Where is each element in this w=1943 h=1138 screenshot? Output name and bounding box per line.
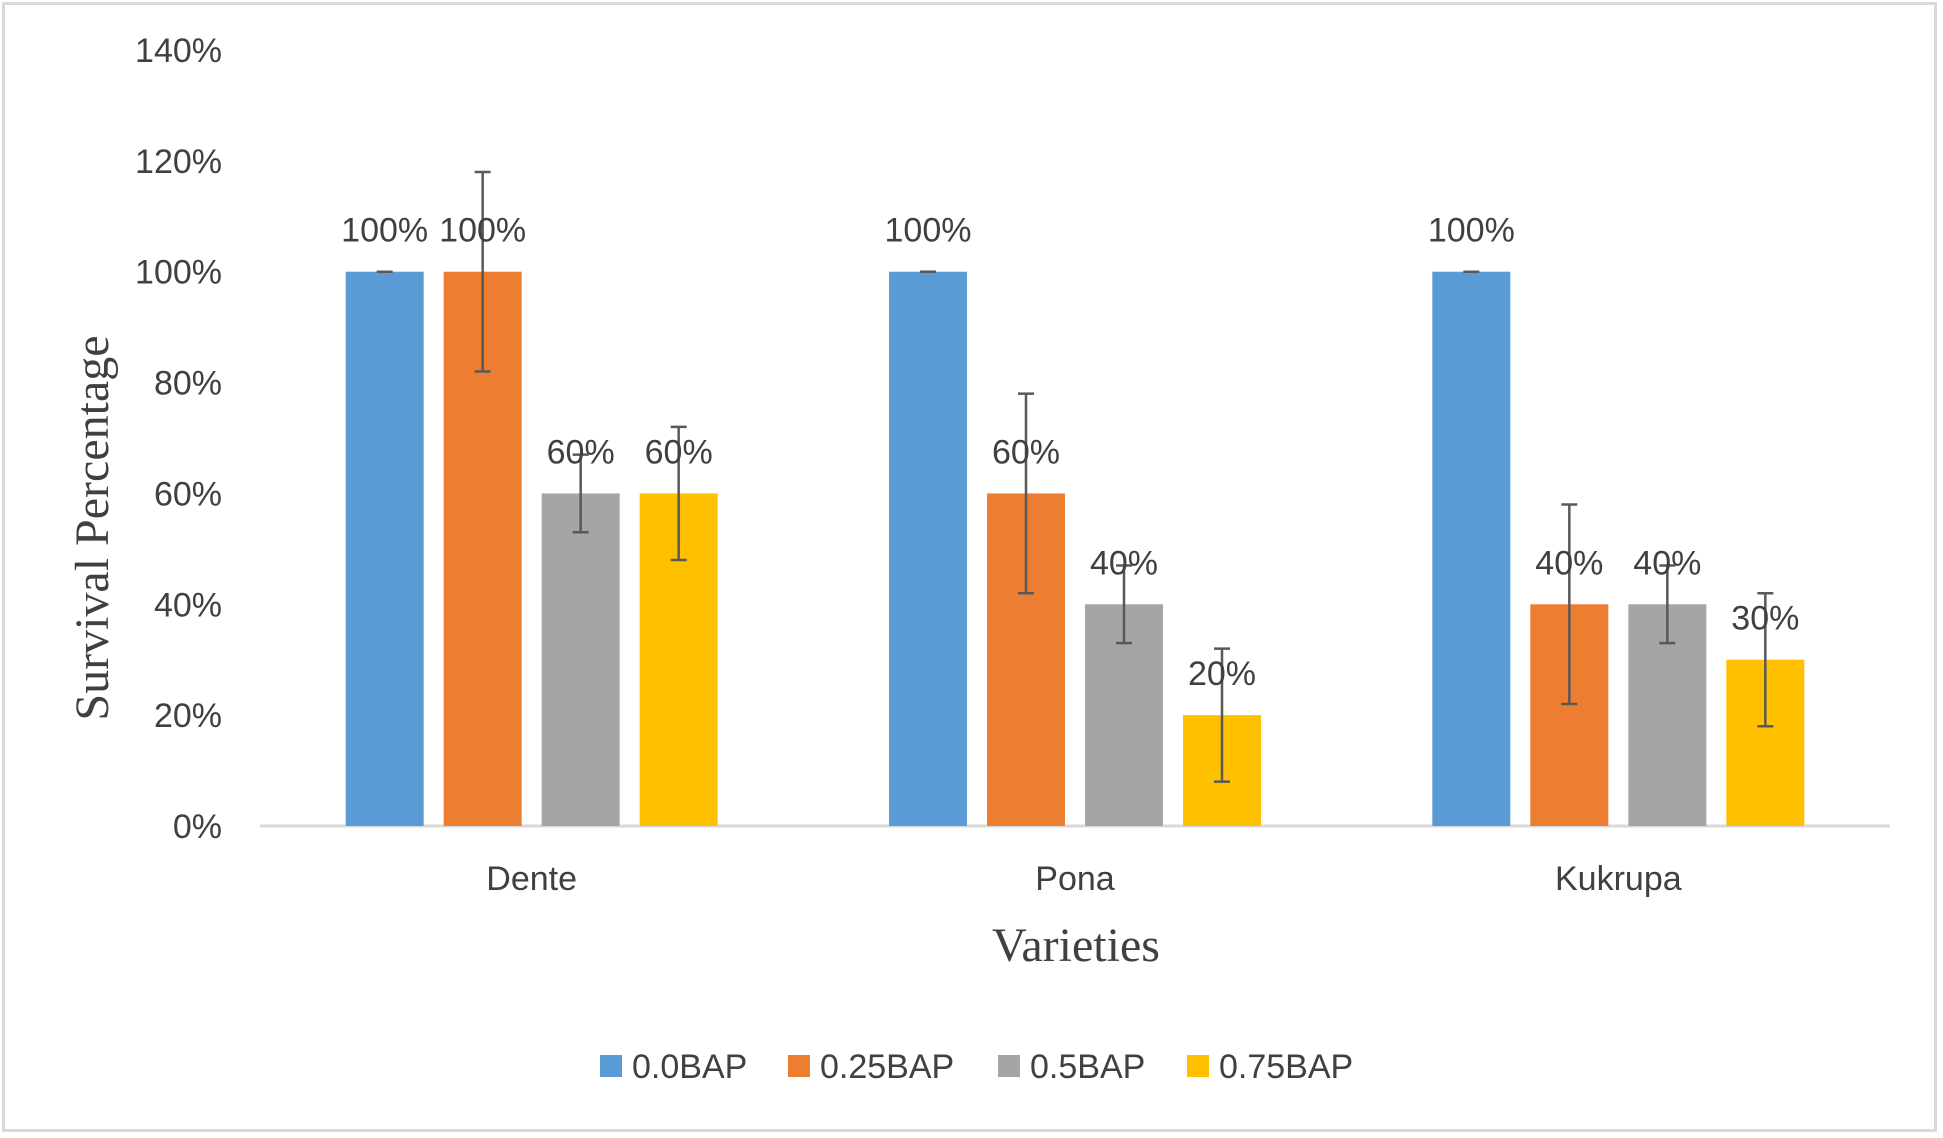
category-label: Pona bbox=[1035, 860, 1114, 898]
legend-label: 0.5BAP bbox=[1030, 1048, 1145, 1086]
data-label: 40% bbox=[1633, 544, 1701, 582]
data-label: 20% bbox=[1188, 655, 1256, 693]
data-label: 100% bbox=[341, 212, 428, 250]
bars bbox=[345, 271, 1805, 826]
y-tick-label: 140% bbox=[135, 32, 222, 70]
data-label: 100% bbox=[1428, 212, 1515, 250]
legend-label: 0.0BAP bbox=[632, 1048, 747, 1086]
legend-label: 0.25BAP bbox=[820, 1048, 954, 1086]
data-label: 30% bbox=[1731, 600, 1799, 638]
data-label: 40% bbox=[1535, 544, 1603, 582]
bar-0.0BAP-Kukrupa bbox=[1432, 271, 1511, 826]
data-label: 60% bbox=[992, 433, 1060, 471]
legend-label: 0.75BAP bbox=[1219, 1048, 1353, 1086]
data-label: 60% bbox=[547, 433, 615, 471]
bar-0.5BAP-Dente bbox=[541, 493, 620, 826]
bar-0.0BAP-Dente bbox=[345, 271, 424, 826]
legend-swatch bbox=[600, 1055, 622, 1077]
data-labels: 100% 100% 60% 60% 100% 60% 40% 20% 100% 40% 40% 30% bbox=[341, 212, 1799, 693]
legend-swatch bbox=[1187, 1055, 1209, 1077]
bar-0.0BAP-Pona bbox=[889, 271, 967, 826]
x-axis-title: Varieties bbox=[992, 919, 1160, 972]
data-label: 100% bbox=[439, 212, 526, 250]
category-labels: Dente Pona Kukrupa bbox=[486, 860, 1681, 898]
y-tick-label: 40% bbox=[154, 586, 222, 624]
category-label: Kukrupa bbox=[1555, 860, 1682, 898]
y-tick-label: 80% bbox=[154, 365, 222, 403]
y-tick-labels: 0% 20% 40% 60% 80% 100% 120% 140% bbox=[135, 32, 222, 846]
y-tick-label: 60% bbox=[154, 475, 222, 513]
data-label: 60% bbox=[645, 433, 713, 471]
data-label: 40% bbox=[1090, 544, 1158, 582]
legend-swatch bbox=[998, 1055, 1020, 1077]
legend-swatch bbox=[788, 1055, 810, 1077]
y-tick-label: 120% bbox=[135, 143, 222, 181]
data-label: 100% bbox=[885, 212, 972, 250]
y-tick-label: 20% bbox=[154, 697, 222, 735]
error-bars bbox=[376, 170, 1774, 783]
legend: 0.0BAP 0.25BAP 0.5BAP 0.75BAP bbox=[600, 1048, 1353, 1086]
y-tick-label: 0% bbox=[173, 808, 222, 846]
y-axis-title: Survival Percentage bbox=[66, 335, 119, 720]
category-label: Dente bbox=[486, 860, 577, 898]
y-tick-label: 100% bbox=[135, 254, 222, 292]
